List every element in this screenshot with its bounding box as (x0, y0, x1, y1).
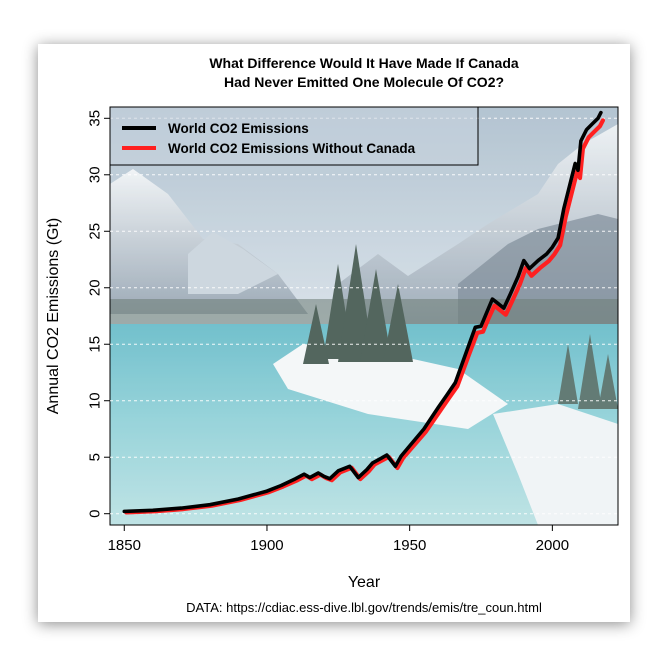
x-tick-label: 1850 (108, 537, 141, 554)
series-lines (122, 110, 606, 515)
data-source: DATA: https://cdiac.ess-dive.lbl.gov/tre… (186, 600, 542, 615)
y-tick-label: 0 (86, 510, 103, 518)
chart-card: 0 5 10 15 20 25 30 35 1850 1900 1950 2000 World CO… (38, 44, 630, 622)
y-tick-label: 35 (86, 110, 103, 127)
y-axis: 0 5 10 15 20 25 30 35 (86, 110, 110, 518)
background-photo (110, 107, 618, 525)
y-tick-label: 25 (86, 223, 103, 240)
x-tick-label: 2000 (536, 537, 569, 554)
x-tick-label: 1950 (393, 537, 426, 554)
x-tick-label: 1900 (250, 537, 283, 554)
y-axis-label: Annual CO2 Emissions (Gt) (45, 218, 62, 415)
x-axis: 1850 1900 1950 2000 (108, 525, 569, 554)
chart-title-line1: What Difference Would It Have Made If Ca… (209, 55, 519, 71)
y-tick-label: 5 (86, 453, 103, 461)
y-tick-label: 15 (86, 336, 103, 353)
legend-label-world: World CO2 Emissions (168, 121, 309, 136)
legend-box (109, 106, 479, 166)
y-tick-label: 10 (86, 392, 103, 409)
y-tick-label: 20 (86, 279, 103, 296)
x-axis-label: Year (348, 574, 381, 591)
y-tick-label: 30 (86, 166, 103, 183)
series-line-world (122, 110, 603, 514)
chart-svg: 0 5 10 15 20 25 30 35 1850 1900 1950 2000 World CO… (45, 55, 619, 615)
legend: World CO2 Emissions World CO2 Emissions … (109, 106, 479, 166)
chart-title-line2: Had Never Emitted One Molecule Of CO2? (224, 74, 504, 90)
legend-label-without-canada: World CO2 Emissions Without Canada (168, 141, 416, 156)
